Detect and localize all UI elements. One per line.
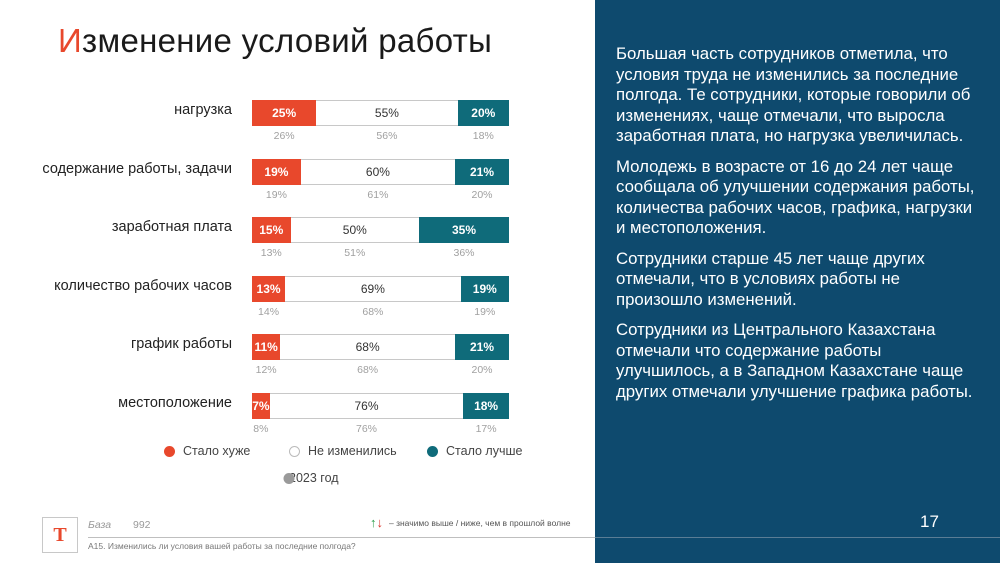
summary-paragraph: Сотрудники старше 45 лет чаще других отм…: [616, 248, 925, 309]
prev-value-better: 20%: [471, 364, 493, 376]
legend-worse-dot-icon: [164, 445, 175, 457]
bar-segment-worse: 11%: [252, 334, 281, 360]
summary-panel: [595, 0, 1000, 563]
bar-segment-worse: 7%: [252, 393, 270, 419]
significance-note: ↑ ↓ – значимо выше / ниже, чем в прошлой …: [370, 516, 571, 529]
prev-value-better: 20%: [471, 189, 493, 201]
bar-segment-worse: 15%: [252, 217, 291, 243]
category-label: заработная плата: [111, 219, 232, 235]
panel-divider: [595, 537, 1000, 538]
bar-segment-better: 21%: [455, 159, 509, 185]
question-text: A15. Изменились ли условия вашей работы …: [88, 541, 356, 551]
bar-segment-better: 18%: [463, 393, 509, 419]
summary-text: Большая часть сотрудников отметила, что …: [616, 44, 976, 412]
prev-value-better: 19%: [474, 306, 496, 318]
prev-value-worse: 13%: [260, 247, 282, 259]
category-label: содержание работы, задачи: [42, 161, 232, 177]
bar-segment-better: 19%: [460, 276, 509, 302]
legend-prev-dot-icon: [283, 472, 295, 484]
page-number: 17: [920, 512, 939, 531]
prev-value-better: 17%: [475, 423, 497, 435]
legend-better-dot-icon: [427, 445, 438, 457]
page-title: Изменение условий работы: [58, 22, 492, 60]
prev-value-same: 68%: [357, 364, 379, 376]
category-label: график работы: [130, 336, 232, 352]
bar-segment-worse: 13%: [252, 276, 286, 302]
legend-better: Стало лучше: [427, 444, 522, 458]
prev-value-same: 56%: [376, 130, 398, 142]
summary-paragraph: Молодежь в возрасте от 16 до 24 лет чаще…: [616, 156, 975, 238]
base-value: 992: [133, 519, 151, 531]
footer-divider: [88, 537, 595, 538]
legend-prev: 2023 год: [283, 471, 339, 485]
significance-note-text: – значимо выше / ниже, чем в прошлой вол…: [389, 517, 571, 528]
prev-value-worse: 19%: [265, 189, 287, 201]
bar-segment-better: 20%: [457, 100, 509, 126]
prev-value-worse: 26%: [273, 130, 295, 142]
summary-paragraph: Сотрудники из Центрального Казахстана от…: [616, 320, 973, 401]
bar-segment-worse: 25%: [252, 100, 317, 126]
base-label: База: [88, 519, 112, 531]
logo-icon: T: [42, 517, 78, 553]
category-label: нагрузка: [174, 102, 232, 118]
bar-segment-better: 21%: [455, 334, 509, 360]
title-rest: зменение условий работы: [82, 22, 493, 59]
title-first-letter: И: [58, 22, 83, 59]
significance-arrows-icon: ↑ ↓: [370, 515, 383, 530]
summary-paragraph: Большая часть сотрудников отметила, что …: [616, 44, 971, 145]
prev-value-same: 76%: [355, 423, 378, 435]
legend-worse: Стало хуже: [164, 444, 250, 458]
bar-segment-same: 69%: [285, 276, 461, 302]
category-label: количество рабочих часов: [54, 278, 232, 294]
bar-segment-worse: 19%: [252, 159, 301, 185]
prev-value-worse: 8%: [253, 423, 269, 435]
bar-segment-better: 35%: [419, 217, 509, 243]
prev-value-worse: 12%: [255, 364, 277, 376]
legend-same-dot-icon: [289, 445, 300, 457]
prev-value-better: 36%: [453, 247, 475, 259]
prev-value-same: 61%: [367, 189, 389, 201]
bar-segment-same: 76%: [269, 393, 464, 419]
legend-prev-label: 2023 год: [289, 471, 339, 485]
bar-segment-same: 50%: [290, 217, 420, 243]
bar-segment-same: 68%: [280, 334, 456, 360]
bar-segment-same: 55%: [316, 100, 458, 126]
prev-value-same: 51%: [344, 247, 366, 259]
prev-value-same: 68%: [362, 306, 384, 318]
legend-same-label: Не изменились: [308, 444, 397, 458]
category-label: местоположение: [118, 395, 232, 411]
legend-same: Не изменились: [289, 444, 397, 458]
prev-value-better: 18%: [472, 130, 494, 142]
legend-worse-label: Стало хуже: [183, 444, 251, 458]
legend-better-label: Стало лучше: [446, 444, 523, 458]
prev-value-worse: 14%: [258, 306, 280, 318]
bar-segment-same: 60%: [300, 159, 456, 185]
